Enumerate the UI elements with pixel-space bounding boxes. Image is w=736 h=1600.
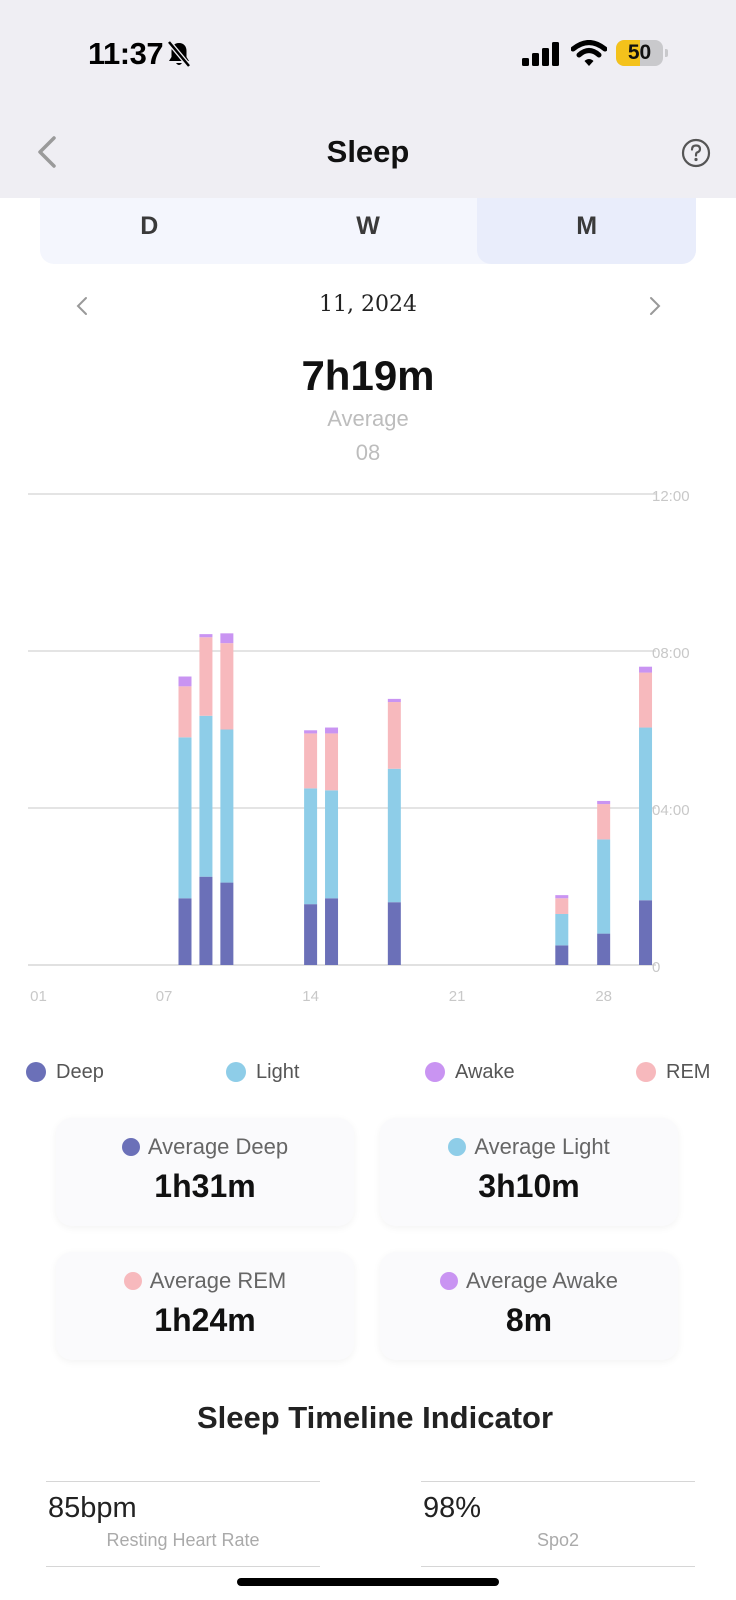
tab-day[interactable]: D	[40, 198, 259, 264]
bar-segment-light[interactable]	[639, 728, 652, 901]
bell-off-icon	[166, 40, 192, 68]
legend-item-rem: REM	[636, 1054, 710, 1090]
help-icon[interactable]	[680, 137, 712, 169]
stat-value: 3h10m	[380, 1168, 678, 1205]
y-tick-label: 0	[652, 959, 660, 976]
awake-dot	[440, 1272, 458, 1290]
legend-item-deep: Deep	[26, 1054, 104, 1090]
bar-segment-awake[interactable]	[304, 730, 317, 733]
bar-segment-awake[interactable]	[199, 634, 212, 637]
battery-indicator: 50	[616, 40, 668, 66]
nav-bar: Sleep	[0, 110, 736, 198]
tab-month[interactable]: M	[477, 198, 696, 264]
stat-label: Average Awake	[466, 1268, 618, 1294]
bar-segment-deep[interactable]	[179, 898, 192, 965]
average-deep-card: Average Deep 1h31m	[56, 1118, 354, 1226]
bar-segment-rem[interactable]	[304, 733, 317, 788]
deep-dot	[122, 1138, 140, 1156]
bar-segment-rem[interactable]	[597, 804, 610, 839]
metric-label: Spo2	[421, 1530, 695, 1551]
bar-segment-light[interactable]	[325, 790, 338, 898]
bar-segment-light[interactable]	[388, 769, 401, 902]
bar-segment-deep[interactable]	[199, 877, 212, 965]
bar-segment-rem[interactable]	[555, 898, 568, 914]
wifi-icon	[571, 40, 607, 68]
average-rem-card: Average REM 1h24m	[56, 1252, 354, 1360]
bar-segment-deep[interactable]	[325, 898, 338, 965]
bar-segment-awake[interactable]	[179, 677, 192, 687]
legend-item-awake: Awake	[425, 1054, 515, 1090]
status-time: 11:37	[88, 36, 163, 72]
status-bar: 11:37 50	[0, 0, 736, 110]
bar-segment-awake[interactable]	[388, 699, 401, 702]
bar-segment-light[interactable]	[199, 716, 212, 877]
bar-segment-light[interactable]	[597, 839, 610, 933]
stat-value: 1h24m	[56, 1302, 354, 1339]
legend-dot	[26, 1062, 46, 1082]
bar-segment-rem[interactable]	[325, 733, 338, 790]
bar-segment-deep[interactable]	[220, 883, 233, 965]
bar-segment-rem[interactable]	[639, 673, 652, 728]
spo2-metric[interactable]: 98% Spo2	[421, 1481, 695, 1567]
x-tick-label: 14	[302, 988, 319, 1005]
period-label: 11, 2024	[0, 292, 736, 317]
bar-segment-awake[interactable]	[325, 728, 338, 734]
sleep-stacked-bar-chart: 0 04:00 08:00 12:00 01 07 14 21 28	[0, 480, 736, 1040]
metric-label: Resting Heart Rate	[46, 1530, 320, 1551]
average-sleep-value: 7h19m	[0, 352, 736, 400]
bar-segment-deep[interactable]	[304, 904, 317, 965]
stat-label: Average Deep	[148, 1134, 288, 1160]
bar-segment-deep[interactable]	[388, 902, 401, 965]
average-awake-card: Average Awake 8m	[380, 1252, 678, 1360]
legend-item-light: Light	[226, 1054, 299, 1090]
y-tick-label: 12:00	[652, 488, 690, 505]
sleep-timeline-title: Sleep Timeline Indicator	[0, 1400, 736, 1436]
legend-dot	[425, 1062, 445, 1082]
bar-segment-awake[interactable]	[220, 633, 233, 643]
bar-segment-awake[interactable]	[555, 895, 568, 898]
chart-legend: Deep Light Awake REM	[0, 1054, 736, 1090]
bar-segment-light[interactable]	[220, 730, 233, 883]
light-dot	[448, 1138, 466, 1156]
metric-value: 98%	[423, 1492, 481, 1525]
x-tick-label: 28	[595, 988, 612, 1005]
home-indicator[interactable]	[237, 1578, 499, 1586]
rem-dot	[124, 1272, 142, 1290]
bar-segment-awake[interactable]	[597, 801, 610, 804]
bar-segment-rem[interactable]	[220, 643, 233, 729]
bar-segment-deep[interactable]	[555, 945, 568, 965]
period-segmented-control: D W M	[40, 198, 696, 264]
bar-segment-deep[interactable]	[597, 934, 610, 965]
legend-dot	[636, 1062, 656, 1082]
x-tick-label: 01	[30, 988, 47, 1005]
bar-segment-rem[interactable]	[179, 686, 192, 737]
average-label: Average	[0, 406, 736, 432]
metric-value: 85bpm	[48, 1492, 137, 1525]
battery-level: 50	[616, 40, 663, 66]
average-light-card: Average Light 3h10m	[380, 1118, 678, 1226]
date-navigator: 11, 2024	[0, 288, 736, 324]
cellular-signal-icon	[522, 42, 560, 66]
y-tick-label: 04:00	[652, 802, 690, 819]
bar-segment-light[interactable]	[304, 788, 317, 904]
x-tick-label: 07	[156, 988, 173, 1005]
page-title: Sleep	[0, 134, 736, 170]
legend-dot	[226, 1062, 246, 1082]
bar-segment-rem[interactable]	[388, 702, 401, 769]
y-tick-label: 08:00	[652, 645, 690, 662]
bar-segment-deep[interactable]	[639, 900, 652, 965]
stat-label: Average REM	[150, 1268, 287, 1294]
next-period-button[interactable]	[645, 292, 665, 320]
resting-heart-rate-metric[interactable]: 85bpm Resting Heart Rate	[46, 1481, 320, 1567]
tab-week[interactable]: W	[259, 198, 478, 264]
bar-segment-awake[interactable]	[639, 667, 652, 673]
stat-value: 8m	[380, 1302, 678, 1339]
x-tick-label: 21	[449, 988, 466, 1005]
stat-value: 1h31m	[56, 1168, 354, 1205]
bar-segment-light[interactable]	[179, 737, 192, 898]
average-sub-label: 08	[0, 440, 736, 466]
bar-segment-light[interactable]	[555, 914, 568, 945]
bar-segment-rem[interactable]	[199, 637, 212, 716]
stat-label: Average Light	[474, 1134, 609, 1160]
